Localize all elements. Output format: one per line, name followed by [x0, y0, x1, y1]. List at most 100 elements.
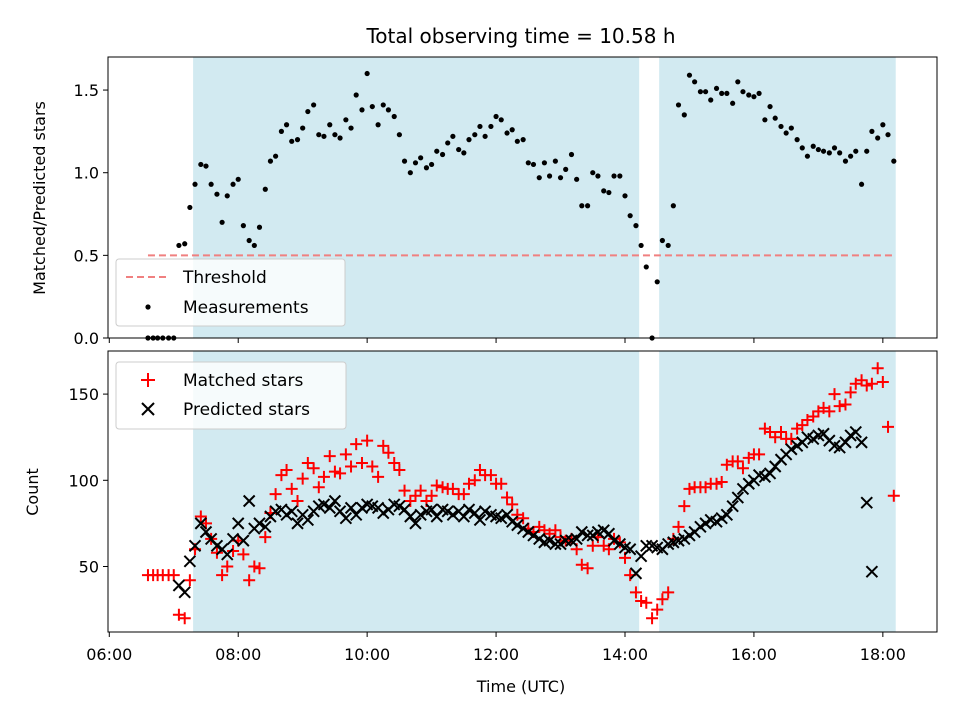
- measurement-point: [788, 125, 794, 131]
- predicted-stars-points: [172, 425, 879, 599]
- matched-star-point: [683, 482, 696, 495]
- bottom-panel: 50 100 150 06:00 08:00 10:00 12:00 14:00 16:00 1…: [23, 350, 938, 696]
- top-y-axis-label: Matched/Predicted stars: [30, 101, 49, 295]
- predicted-star-point: [301, 513, 315, 527]
- measurement-point: [686, 72, 693, 78]
- top-legend-box: [115, 258, 346, 327]
- measurement-point: [256, 224, 263, 230]
- matched-star-point: [345, 460, 358, 473]
- matched-star-point: [430, 479, 443, 492]
- measurement-point: [187, 204, 193, 211]
- measurement-point: [622, 193, 628, 199]
- top-y-ticks: 0.0 0.5 1.0 1.5: [74, 81, 108, 348]
- measurement-point: [708, 97, 714, 103]
- matched-star-point: [221, 560, 234, 573]
- measurement-point: [332, 132, 338, 138]
- matched-star-point: [210, 546, 223, 559]
- measurement-point: [541, 160, 548, 166]
- measurement-point: [740, 89, 746, 95]
- top-panel: 0.0 0.5 1.0 1.5 Matched/Predicted stars Thr…: [30, 56, 938, 348]
- matched-star-point: [366, 460, 379, 473]
- measurement-point: [880, 122, 886, 128]
- measurement-point: [337, 135, 343, 141]
- x-axis-label: Time (UTC): [476, 677, 565, 696]
- x-tick-label: 08:00: [215, 645, 261, 664]
- measurement-point: [772, 115, 778, 121]
- measurement-point: [665, 242, 671, 249]
- matched-star-point: [194, 510, 207, 523]
- measurement-point: [810, 143, 816, 149]
- measurement-point: [385, 107, 392, 113]
- measurement-point: [724, 90, 730, 96]
- predicted-star-point: [344, 501, 358, 515]
- measurement-point: [182, 241, 188, 247]
- predicted-star-point: [549, 537, 562, 551]
- measurement-point: [316, 132, 322, 138]
- matched-star-point: [736, 462, 749, 475]
- measurement-point: [692, 79, 698, 85]
- predicted-star-point: [339, 512, 353, 525]
- measurement-point: [654, 279, 660, 285]
- measurement-point: [246, 237, 252, 244]
- predicted-star-point: [855, 436, 868, 449]
- measurement-point: [343, 117, 349, 123]
- matched-star-point: [409, 489, 422, 502]
- matched-star-point: [312, 481, 325, 494]
- predicted-star-point: [570, 532, 583, 546]
- measurement-point: [891, 158, 897, 164]
- x-tick-label: 18:00: [860, 645, 906, 664]
- measurement-point: [214, 191, 220, 197]
- measurement-point: [746, 92, 752, 98]
- top-x-ticks: [108, 338, 884, 343]
- measurement-point: [643, 264, 649, 270]
- matched-star-point: [355, 457, 368, 470]
- matched-star-point: [296, 472, 309, 485]
- matched-star-point: [446, 482, 459, 495]
- matched-star-point: [646, 612, 659, 625]
- matched-star-point: [243, 574, 256, 587]
- matched-star-point: [382, 446, 395, 459]
- predicted-star-point: [575, 525, 589, 539]
- matched-star-point: [629, 586, 642, 599]
- measurement-point: [837, 150, 843, 156]
- measurement-point: [697, 89, 704, 95]
- bot-y-tick-label: 150: [68, 385, 99, 404]
- measurement-point: [321, 133, 327, 139]
- predicted-star-point: [623, 543, 637, 556]
- measurement-point: [675, 102, 682, 108]
- matched-star-point: [301, 457, 314, 470]
- measurement-point: [240, 223, 246, 229]
- matched-star-point: [495, 477, 508, 490]
- measurement-point: [579, 203, 585, 209]
- predicted-star-point: [242, 494, 256, 508]
- measurement-point: [611, 173, 617, 179]
- measurement-point: [375, 122, 381, 128]
- measurement-point: [219, 219, 225, 225]
- matched-star-point: [844, 386, 857, 399]
- measurement-point: [848, 153, 854, 159]
- matched-star-point: [769, 431, 782, 444]
- matched-star-point: [506, 498, 519, 511]
- x-tick-label: 10:00: [344, 645, 390, 664]
- measurement-point: [391, 113, 397, 120]
- predicted-star-point: [726, 499, 739, 513]
- matched-star-point: [871, 362, 884, 375]
- measurement-point: [627, 213, 633, 219]
- bottom-y-ticks: 50 100 150: [68, 385, 108, 576]
- bot-y-tick-label: 50: [79, 557, 99, 576]
- measurement-point: [401, 158, 408, 164]
- measurement-point: [730, 100, 736, 106]
- matched-star-point: [377, 439, 390, 452]
- predicted-star-point: [188, 539, 202, 553]
- measurement-point: [574, 176, 580, 182]
- matched-star-point: [436, 481, 449, 494]
- matched-star-point: [839, 398, 852, 411]
- bot-observing-window-1: [659, 351, 896, 632]
- matched-star-point: [640, 596, 653, 609]
- matched-star-point: [887, 489, 900, 502]
- predicted-star-point: [425, 503, 438, 516]
- measurement-point: [305, 108, 311, 115]
- measurement-point: [283, 122, 290, 128]
- threshold-legend-label: Threshold: [182, 268, 267, 288]
- predicted-star-point: [183, 555, 197, 568]
